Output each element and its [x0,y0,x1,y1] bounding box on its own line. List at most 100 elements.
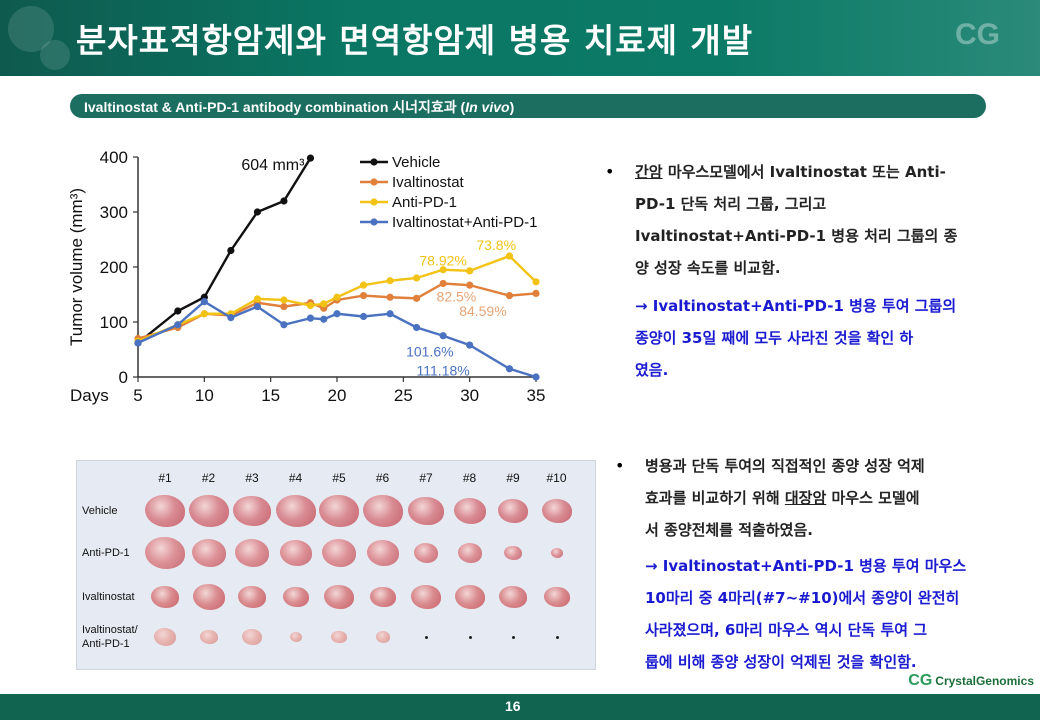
page-number: 16 [505,698,521,714]
treatment-row-label: Anti-PD-1 [82,547,130,559]
tumor-specimen [366,540,399,566]
data-point [466,341,474,349]
tumor-specimen [411,585,441,609]
tumor-specimen [322,539,356,567]
mouse-column-label: #4 [288,471,303,485]
tumor-specimen [498,499,528,523]
data-point [306,154,315,162]
tumor-specimen [550,548,563,558]
treatment-row-label: Ivaltinostat/ Anti-PD-1 [82,624,138,650]
tumor-specimen [145,495,185,527]
data-point [505,365,514,373]
y-axis-title: Tumor volume (mm³) [67,188,86,346]
data-point [333,310,341,318]
tumor-specimen [242,629,262,645]
tumor-absent-dot [425,636,428,639]
data-point [320,315,328,323]
x-tick-label: 10 [195,386,214,405]
data-point [280,321,288,329]
y-tick-label: 300 [100,203,128,222]
tumor-specimen [375,631,390,643]
legend-marker [370,178,378,186]
y-tick-label: 200 [100,258,128,277]
data-point [227,314,235,322]
tumor-volume-chart: 0 100 200 300 400 5 10 15 20 25 30 35 Days Tumor volu… [67,148,546,405]
data-point [386,277,394,285]
tumor-specimen [154,628,176,646]
title-banner: 분자표적항암제와 면역항암제 병용 치료제 개발 CG [0,0,1040,76]
data-point [532,373,540,381]
data-point [532,278,540,286]
data-point [413,274,421,282]
legend-marker [370,158,378,166]
series-line-3 [137,300,537,379]
tumor-absent-dot [555,636,559,639]
data-label: 604 mm³ [241,157,305,174]
data-point [253,208,261,216]
text-line: 양 성장 속도를 비교함. [635,259,781,277]
tumor-specimen [279,540,312,566]
data-label: 111.18% [417,363,470,379]
data-point [320,300,328,308]
bullet-dot: • [615,456,625,475]
mouse-column-label: #3 [245,471,259,485]
data-label: 101.6% [406,343,453,359]
text-line: PD-1 단독 처리 그룹, 그리고 [635,195,827,213]
text-line: → Ivaltinostat+Anti-PD-1 병용 투여 마우스 [645,557,967,575]
tumor-specimen [233,495,271,527]
mouse-column-label: #7 [419,471,433,485]
x-tick-label: 20 [328,386,347,405]
text-line: 병용과 단독 투여의 직접적인 종양 성장 억제 [645,457,925,475]
tumor-specimen [408,496,444,526]
data-point [386,293,394,301]
legend-label: Vehicle [392,154,440,171]
text-line: 사라졌으며, 6마리 마우스 역시 단독 투여 그 [645,621,928,639]
tumor-specimen [369,586,396,608]
tumor-specimen [541,499,572,523]
data-point [505,292,514,300]
y-tick-label: 0 [119,368,128,387]
y-tick-label: 100 [100,313,128,332]
tumor-absent-dot [512,636,515,639]
x-tick-label: 5 [133,386,142,405]
text-line: 간암 마우스모델에서 Ivaltinostat 또는 Anti- [635,163,946,181]
tumor-specimen [199,629,218,645]
data-label: 78.92% [419,253,466,269]
x-tick-label: 15 [261,386,280,405]
tumor-specimen [151,585,179,609]
data-point [134,339,142,347]
data-point [439,332,447,340]
x-tick-label: 35 [527,386,546,405]
data-point [413,323,421,332]
text-line: 종양이 35일 째에 모두 사라진 것을 확인 하 [635,329,914,347]
data-point [200,298,208,306]
tumor-specimen [319,495,359,527]
mouse-column-label: #2 [201,471,216,485]
tumor-specimen [192,584,225,610]
tumor-absent-dot [468,636,472,639]
legend-marker [370,218,378,226]
x-tick-label: 30 [460,386,479,405]
data-point [466,281,474,289]
text-line: 효과를 비교하기 위해 대장암 마우스 모델에 [645,489,920,507]
data-point [532,289,540,297]
x-tick-label: 25 [394,386,413,405]
data-point [280,197,288,205]
tumor-specimen [362,495,403,527]
data-label: 82.5% [437,288,477,304]
legend-label: Ivaltinostat [392,174,465,191]
tumor-specimen [331,630,347,644]
tumor-specimen [275,495,316,527]
tumor-specimen [454,585,485,609]
treatment-row-label: Ivaltinostat [82,591,135,603]
mouse-column-label: #5 [332,471,346,485]
data-point [359,292,368,300]
tumor-specimen [504,545,522,561]
data-point [227,246,235,255]
tumor-specimen [238,585,266,609]
data-point [174,321,182,329]
text-line: 서 종양전체를 적출하였음. [645,521,813,539]
treatment-row-label: Vehicle [82,505,118,517]
tumor-specimen [191,539,226,567]
header-logo-watermark: CG [955,18,1000,51]
